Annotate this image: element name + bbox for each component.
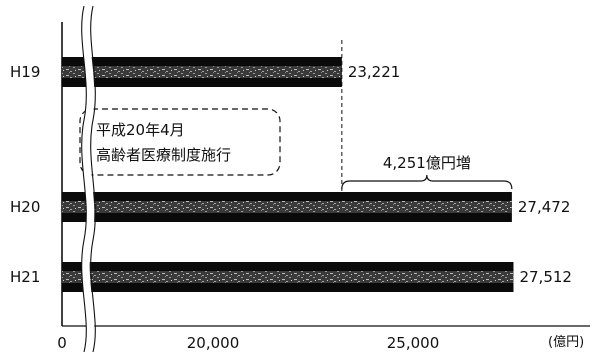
- value-labels: 23,221 27,472 27,512: [348, 63, 572, 286]
- category-labels: H19 H20 H21: [10, 63, 40, 286]
- increase-bracket: [341, 174, 513, 190]
- x-unit-label: (億円): [548, 334, 584, 350]
- bars: [62, 57, 514, 292]
- bar-h21: [62, 262, 514, 292]
- category-label-h21: H21: [10, 268, 40, 286]
- bar-h20: [62, 192, 512, 222]
- category-label-h19: H19: [10, 63, 40, 81]
- axis-break-symbol: [81, 5, 96, 353]
- callout-line-2: 高齢者医療制度施行: [96, 146, 231, 164]
- value-label-h19: 23,221: [348, 63, 401, 81]
- x-tick-label: 0: [57, 334, 67, 352]
- x-tick-label: 25,000: [387, 334, 440, 352]
- increase-label: 4,251億円増: [383, 154, 471, 172]
- x-tick-label: 20,000: [187, 334, 240, 352]
- callout-box: [79, 108, 281, 176]
- value-label-h21: 27,512: [519, 268, 572, 286]
- value-label-h20: 27,472: [518, 198, 571, 216]
- callout-line-1: 平成20年4月: [96, 121, 185, 139]
- bar-h19: [62, 57, 342, 87]
- x-tick-labels: 0 20,000 25,000: [57, 334, 439, 352]
- category-label-h20: H20: [10, 198, 40, 216]
